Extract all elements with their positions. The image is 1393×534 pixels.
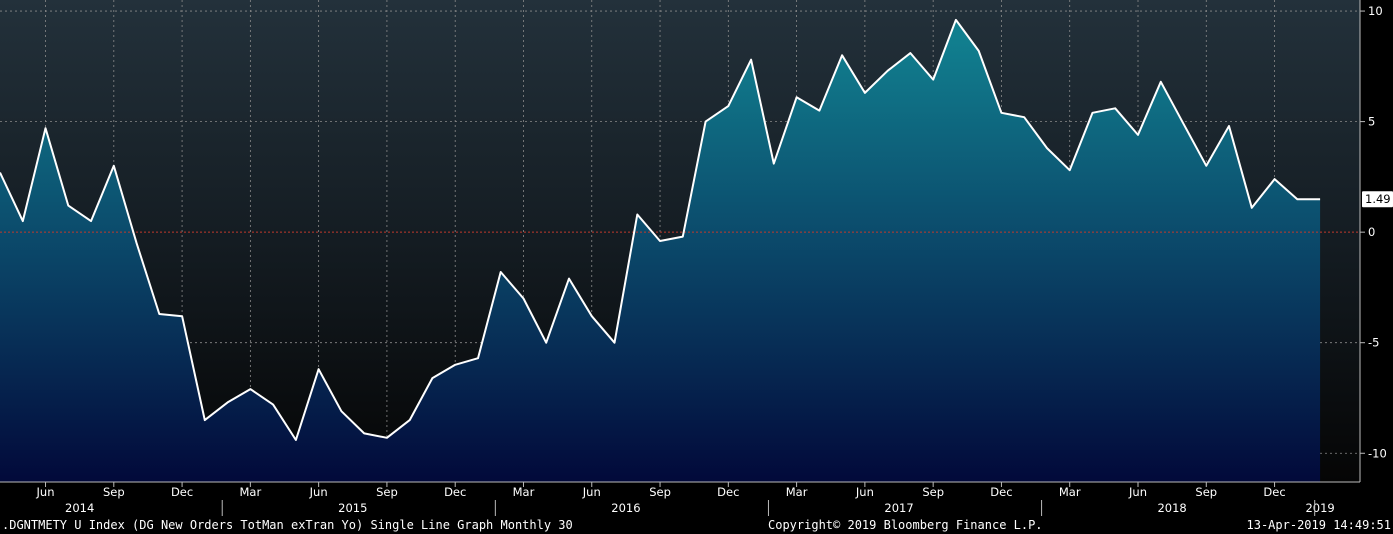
x-tick-label: Sep: [103, 485, 125, 499]
x-tick-label: Sep: [376, 485, 398, 499]
x-tick-label: Jun: [582, 485, 601, 499]
y-tick-label: -10: [1368, 446, 1387, 460]
x-tick-label: Dec: [444, 485, 466, 499]
x-tick-label: Jun: [855, 485, 874, 499]
area-fill: [0, 19, 1321, 483]
y-axis: 10 5 0 -5 -10: [1359, 0, 1387, 482]
y-tick-label: 0: [1368, 225, 1375, 239]
x-tick-label: Mar: [513, 485, 535, 499]
x-tick-label: Dec: [990, 485, 1012, 499]
x-tick-label: Sep: [649, 485, 671, 499]
x-tick-label: Dec: [171, 485, 193, 499]
x-tick-label: Sep: [922, 485, 944, 499]
last-value-label: 1.49: [1365, 192, 1391, 206]
last-value-badge: 1.49: [1362, 191, 1393, 208]
x-tick-label: Dec: [1263, 485, 1285, 499]
y-tick-label: -5: [1368, 336, 1379, 350]
y-tick-label: 10: [1368, 4, 1383, 18]
x-tick-label: Jun: [309, 485, 328, 499]
footer-security-info: .DGNTMETY U Index (DG New Orders TotMan …: [2, 518, 573, 532]
right-axis-band: [1360, 0, 1393, 516]
x-tick-label: Mar: [786, 485, 808, 499]
x-year-label: 2015: [338, 501, 367, 515]
footer-timestamp: 13-Apr-2019 14:49:51: [1246, 518, 1392, 532]
x-tick-label: Dec: [717, 485, 739, 499]
y-tick-label: 5: [1368, 115, 1375, 129]
x-axis: Jun Sep Dec Mar Jun Sep Dec Mar Jun Sep Dec Mar Jun S…: [0, 481, 1360, 516]
x-year-label: 2016: [611, 501, 640, 515]
x-tick-label: Mar: [1059, 485, 1081, 499]
x-year-label: 2014: [65, 501, 94, 515]
last-value-box: [1362, 191, 1393, 208]
x-tick-label: Sep: [1195, 485, 1217, 499]
footer-copyright: Copyright© 2019 Bloomberg Finance L.P.: [768, 518, 1043, 532]
x-year-label: 2019: [1305, 501, 1334, 515]
chart: 10 5 0 -5 -10 Jun Sep Dec Mar Jun Sep Dec Mar Jun Sep…: [0, 0, 1393, 516]
x-year-label: 2017: [884, 501, 913, 515]
x-tick-label: Jun: [36, 485, 55, 499]
x-tick-label: Mar: [240, 485, 262, 499]
series-line: [0, 18, 1321, 441]
x-tick-label: Jun: [1128, 485, 1147, 499]
x-year-label: 2018: [1157, 501, 1186, 515]
